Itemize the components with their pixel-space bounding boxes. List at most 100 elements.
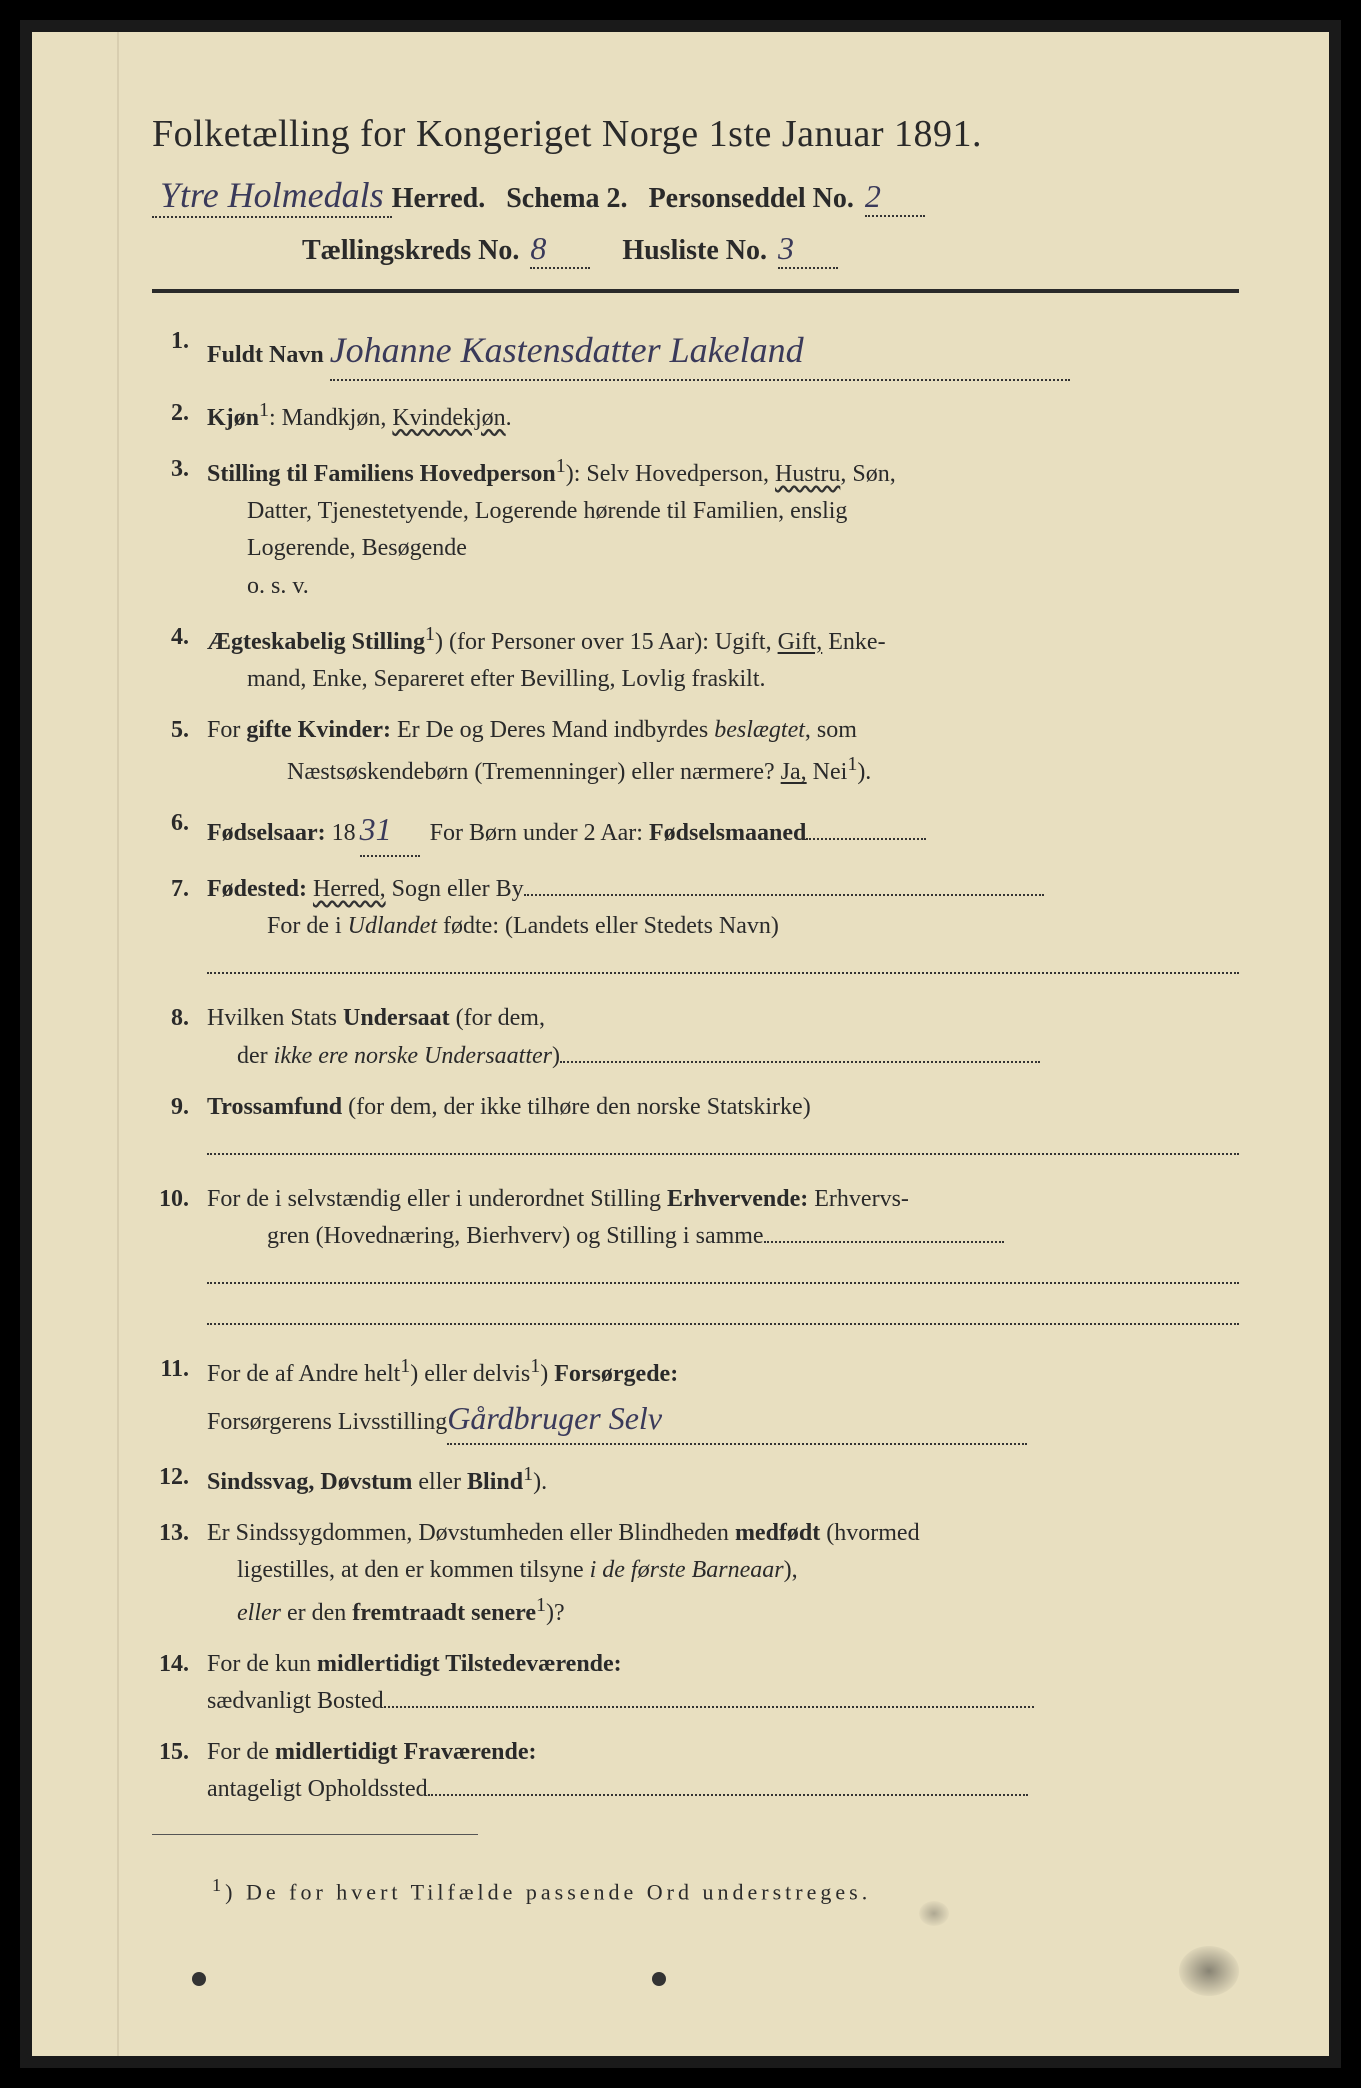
relation-selected: Hustru <box>775 461 840 487</box>
item-13: 13. Er Sindssygdommen, Døvstumheden elle… <box>152 1515 1239 1632</box>
herred-label: Herred. <box>392 183 486 214</box>
n11-t2: ) eller delvis <box>410 1361 530 1387</box>
sex-label: Kjøn <box>207 405 259 431</box>
n12-label2: Blind <box>467 1469 523 1495</box>
n13-sup: 1 <box>536 1594 546 1616</box>
item-num-6: 6. <box>152 805 207 857</box>
n10-l2: gren (Hovednæring, Bierhverv) og Stillin… <box>207 1223 764 1249</box>
herred-line: Ytre HolmedalsHerred. Schema 2. Personse… <box>152 174 1239 218</box>
birthplace-label: Fødested: <box>207 876 307 902</box>
relation-sup: 1 <box>556 455 566 477</box>
relation-label: Stilling til Familiens Hovedperson <box>207 461 556 487</box>
n9-t1: (for dem, der ikke tilhøre den norske St… <box>342 1094 811 1120</box>
n13-ital: i de første Barneaar <box>590 1557 784 1583</box>
marital-selected: Gift, <box>778 629 823 655</box>
n11-value: Gårdbruger Selv <box>447 1394 662 1444</box>
personseddel-no-field: 2 <box>865 178 925 217</box>
item-num-11: 11. <box>152 1351 207 1445</box>
smudge-mark <box>1179 1946 1239 1996</box>
sex-text1: : Mandkjøn, <box>269 405 392 431</box>
n13-l3a: eller <box>207 1600 281 1626</box>
item-num-3: 3. <box>152 451 207 605</box>
marital-l2: mand, Enke, Separeret efter Bevilling, L… <box>207 666 766 692</box>
sex-text2: . <box>506 405 512 431</box>
n7-ital: Udlandet <box>348 913 437 939</box>
n11-label: Forsørgede: <box>554 1361 678 1387</box>
item-15: 15. For de midlertidigt Fraværende: anta… <box>152 1734 1239 1808</box>
n8-field <box>560 1061 1040 1063</box>
kreds-line: Tællingskreds No. 8 Husliste No. 3 <box>152 230 1239 269</box>
n8-t2: (for dem, <box>450 1005 545 1031</box>
item-num-9: 9. <box>152 1089 207 1167</box>
n10-t2: Erhvervs- <box>808 1186 909 1212</box>
item-5: 5. For gifte Kvinder: Er De og Deres Man… <box>152 712 1239 791</box>
n13-t1: Er Sindssygdommen, Døvstumheden eller Bl… <box>207 1520 735 1546</box>
n15-t1: For de <box>207 1739 275 1765</box>
item-14: 14. For de kun midlertidigt Tilstedevære… <box>152 1646 1239 1720</box>
n14-l2: sædvanligt Bosted <box>207 1688 384 1714</box>
n13-label2: fremtraadt senere <box>352 1600 536 1626</box>
item-num-7: 7. <box>152 871 207 986</box>
n8-t1: Hvilken Stats <box>207 1005 343 1031</box>
census-form-page: Folketælling for Kongeriget Norge 1ste J… <box>20 20 1341 2068</box>
n5-t2: Er De og Deres Mand indbyrdes <box>391 717 714 743</box>
birthmonth-label: Fødselsmaaned <box>649 820 806 846</box>
n9-label: Trossamfund <box>207 1094 342 1120</box>
fullname-value: Johanne Kastensdatter Lakeland <box>330 323 804 379</box>
birthyear-prefix: 18 <box>326 820 356 846</box>
n8-ital: ikke ere norske Undersaatter <box>274 1043 552 1069</box>
schema-label: Schema 2. <box>506 183 627 214</box>
marital-t2: Enke- <box>822 629 885 655</box>
n13-l2b: ), <box>784 1557 798 1583</box>
relation-t1: ): Selv Hovedperson, <box>566 461 775 487</box>
n5-l2c: ). <box>857 759 871 785</box>
personseddel-no: 2 <box>865 178 881 215</box>
n10-field1 <box>764 1241 1004 1243</box>
n11-t3: ) <box>540 1361 554 1387</box>
marital-label: Ægteskabelig Stilling <box>207 629 425 655</box>
sex-sup: 1 <box>259 399 269 421</box>
n5-l2a: Næstsøskendebørn (Tremenninger) eller næ… <box>207 759 781 785</box>
main-title: Folketælling for Kongeriget Norge 1ste J… <box>152 112 1239 156</box>
herred-handwritten: Ytre Holmedals <box>152 174 392 218</box>
n7-l2b: fødte: (Landets eller Stedets Navn) <box>437 913 779 939</box>
n7-l2: For de i <box>207 913 348 939</box>
item-4: 4. Ægteskabelig Stilling1) (for Personer… <box>152 619 1239 698</box>
n12-label: Sindssvag, Døvstum <box>207 1469 412 1495</box>
item-num-15: 15. <box>152 1734 207 1808</box>
n5-label: gifte Kvinder: <box>246 717 391 743</box>
n11-s2: 1 <box>530 1355 540 1377</box>
birthplace-field <box>524 894 1044 896</box>
smudge-mark-2 <box>919 1901 949 1926</box>
sex-selected: Kvindekjøn <box>392 405 505 431</box>
n15-l2: antageligt Opholdssted <box>207 1776 428 1802</box>
item-12: 12. Sindssvag, Døvstum eller Blind1). <box>152 1459 1239 1501</box>
n11-field: Gårdbruger Selv <box>447 1394 1027 1446</box>
item-num-13: 13. <box>152 1515 207 1632</box>
relation-l3: Logerende, Besøgende <box>207 535 467 561</box>
birthyear-label: Fødselsaar: <box>207 820 326 846</box>
n15-label: midlertidigt Fraværende: <box>275 1739 537 1765</box>
item-num-10: 10. <box>152 1181 207 1337</box>
n11-s1: 1 <box>400 1355 410 1377</box>
birthyear-field: 31 <box>360 805 420 857</box>
n11-l2: Forsørgerens Livsstilling <box>207 1409 447 1435</box>
n10-t1: For de i selvstændig eller i underordnet… <box>207 1186 667 1212</box>
n13-t2: (hvormed <box>820 1520 919 1546</box>
item-num-8: 8. <box>152 1000 207 1074</box>
relation-t2: , Søn, <box>840 461 895 487</box>
binding-hole-2 <box>652 1972 666 1986</box>
husliste-no-field: 3 <box>778 230 838 269</box>
item-9: 9. Trossamfund (for dem, der ikke tilhør… <box>152 1089 1239 1167</box>
n5-sup: 1 <box>847 753 857 775</box>
n5-t1: For <box>207 717 246 743</box>
n5-t3: , som <box>805 717 857 743</box>
birthyear-t2: For Børn under 2 Aar: <box>424 820 649 846</box>
n14-field <box>384 1706 1034 1708</box>
relation-l2: Datter, Tjenestetyende, Logerende hørend… <box>207 498 847 524</box>
n13-label: medfødt <box>735 1520 820 1546</box>
marital-sup: 1 <box>425 623 435 645</box>
item-10: 10. For de i selvstændig eller i underor… <box>152 1181 1239 1337</box>
n13-l3c: )? <box>546 1600 565 1626</box>
n9-field <box>207 1126 1239 1155</box>
